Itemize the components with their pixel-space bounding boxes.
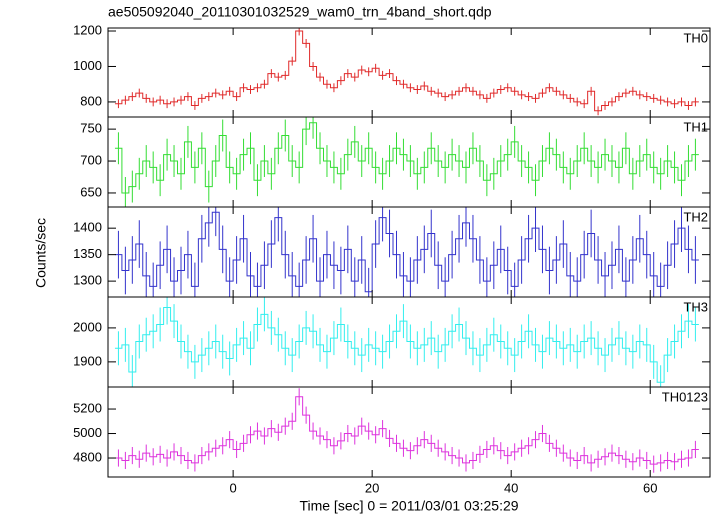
y-tick-label: 1900 [73,353,102,368]
step-line [114,122,699,194]
panel-label: TH0123 [662,389,708,404]
panel-frame [107,296,711,388]
y-tick-label: 1200 [73,22,102,37]
panel-label: TH2 [683,209,708,224]
y-tick-label: 5000 [73,425,102,440]
panel-label: TH0 [683,30,708,45]
panel-frame [107,386,711,478]
y-tick-label: 5200 [73,400,102,415]
y-tick-label: 1350 [73,246,102,261]
step-line [114,211,699,293]
chart-title: ae505092040_20110301032529_wam0_trn_4ban… [108,4,492,20]
y-tick-label: 1300 [73,273,102,288]
y-tick-label: 4800 [73,449,102,464]
step-line [114,396,699,465]
x-tick-label: 0 [230,480,237,495]
y-tick-label: 2000 [73,319,102,334]
x-tick-label: 60 [643,480,657,495]
x-axis-label: Time [sec] 0 = 2011/03/01 03:25:29 [299,498,518,514]
x-tick-label: 20 [365,480,379,495]
y-tick-label: 650 [80,184,102,199]
step-line [114,307,699,383]
step-line [114,30,699,112]
y-tick-label: 700 [80,152,102,167]
y-axis-label: Counts/sec [33,218,49,288]
y-tick-label: 1400 [73,220,102,235]
y-tick-label: 1000 [73,58,102,73]
y-tick-label: 750 [80,121,102,136]
y-tick-label: 800 [80,93,102,108]
x-tick-label: 40 [504,480,518,495]
panel-label: TH1 [683,119,708,134]
panel-label: TH3 [683,299,708,314]
